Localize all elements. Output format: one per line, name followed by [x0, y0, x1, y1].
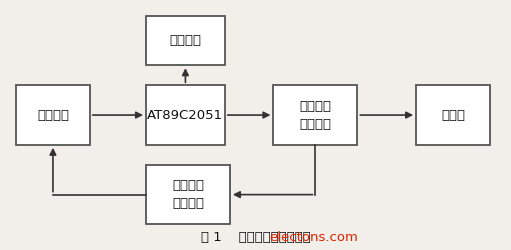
Text: AT89C2051: AT89C2051: [147, 108, 223, 122]
Text: 图 1    判别仪的系统方框图: 图 1 判别仪的系统方框图: [201, 231, 310, 244]
Bar: [146, 16, 225, 65]
Text: 三极管: 三极管: [441, 108, 465, 122]
Text: 检测信号
放大电路: 检测信号 放大电路: [172, 179, 204, 210]
Text: 反相电路: 反相电路: [37, 108, 69, 122]
Text: electons.com: electons.com: [270, 231, 359, 244]
Bar: [146, 85, 225, 145]
Text: 显示电路: 显示电路: [170, 34, 201, 47]
Bar: [273, 85, 357, 145]
Bar: [416, 85, 490, 145]
Text: 电流方向
检测电路: 电流方向 检测电路: [299, 100, 331, 130]
Bar: [146, 165, 230, 224]
Bar: [16, 85, 90, 145]
